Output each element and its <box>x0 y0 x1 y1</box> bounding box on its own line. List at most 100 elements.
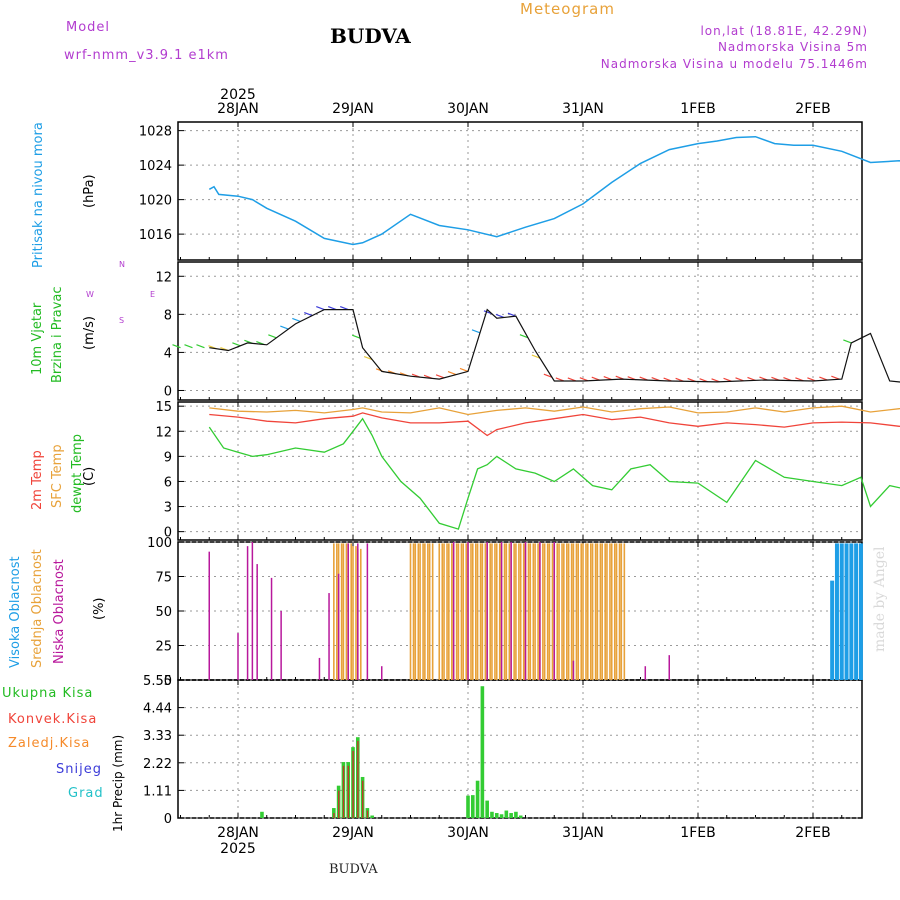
y-tick-label: 4 <box>164 346 172 361</box>
total-precip-bar <box>260 811 264 818</box>
low-cloud-bar <box>644 666 647 680</box>
low-cloud-bar <box>366 543 369 680</box>
high-cloud-bar <box>858 543 863 680</box>
wind-compass: W E N S <box>86 260 166 330</box>
wind-barb <box>316 306 325 311</box>
y-tick-label: 0 <box>164 812 172 827</box>
bottom-day-label: 30JAN <box>447 825 489 841</box>
low-cloud-bar <box>270 577 273 680</box>
temp-2m-line <box>209 412 900 437</box>
wind-barb <box>819 376 828 381</box>
low-cloud-bar <box>486 542 488 680</box>
y-tick-label: 0 <box>164 674 172 689</box>
panel-frame <box>177 679 863 819</box>
low-cloud-bar <box>510 542 512 680</box>
low-cloud-bar <box>572 660 575 680</box>
convective-precip-bar <box>361 780 364 818</box>
convective-precip-bar <box>366 810 369 818</box>
low-cloud-bar <box>668 655 670 680</box>
precip-total-label: Ukupna Kisa <box>2 686 94 701</box>
bottom-day-label: 28JAN <box>217 825 259 841</box>
wind-barb <box>304 311 313 317</box>
high-cloud-bar <box>830 580 835 680</box>
wind-barb <box>603 375 612 381</box>
y-tick-label: 1028 <box>139 125 172 140</box>
total-precip-bar <box>518 815 523 818</box>
y-tick-label: 1024 <box>139 159 172 174</box>
wind-barb <box>579 377 589 382</box>
model-name: wrf-nmm_v3.9.1 e1km <box>64 48 229 63</box>
total-precip-bar <box>470 795 475 818</box>
y-tick-label: 0 <box>164 384 172 399</box>
high-cloud-bar <box>854 543 859 680</box>
convective-precip-bar <box>357 740 359 818</box>
total-precip-bar <box>490 811 494 818</box>
low-cloud-bar <box>553 542 555 680</box>
low-cloud-bar <box>280 611 282 680</box>
wind-barb <box>196 344 205 349</box>
precip-conv-label: Konvek.Kisa <box>8 712 98 727</box>
low-cloud-bar <box>246 546 249 680</box>
high-cloud-bar <box>844 543 849 680</box>
low-cloud-bar <box>467 542 469 680</box>
y-tick-label: 12 <box>155 270 172 285</box>
low-cloud-bar <box>381 666 383 680</box>
wind-barb <box>447 371 457 376</box>
precip-grad-label: Grad <box>68 786 104 801</box>
low-cloud-bar <box>337 573 340 680</box>
total-precip-bar <box>514 811 518 818</box>
precip-frozen-label: Zaledj.Kisa <box>8 736 91 751</box>
dewpt-line <box>208 417 900 530</box>
wind-barb <box>519 334 529 339</box>
wind-barb <box>172 344 181 349</box>
high-cloud-bar <box>834 543 839 680</box>
total-precip-bar <box>504 810 509 818</box>
top-day-label: 28JAN <box>217 101 259 117</box>
y-tick-label: 5.55 <box>143 674 172 689</box>
y-tick-label: 75 <box>155 571 172 586</box>
panel-frame <box>177 261 863 401</box>
precip-snow-label: Snijeg <box>56 762 102 777</box>
wind-barb <box>184 344 193 349</box>
low-cloud-bar <box>318 657 321 680</box>
y-tick-label: 2.22 <box>143 757 172 772</box>
wind-barb <box>351 334 361 339</box>
convective-precip-bar <box>338 790 340 818</box>
top-day-label: 31JAN <box>562 101 604 117</box>
low-cloud-bar <box>328 593 330 680</box>
y-tick-label: 1020 <box>139 194 172 209</box>
wind-barb <box>435 374 445 379</box>
wind-barb <box>591 376 600 381</box>
top-day-label: 2FEB <box>795 101 830 117</box>
compass-e-label: E <box>150 290 156 299</box>
top-day-label: 1FEB <box>680 101 715 117</box>
top-year-label: 2025 <box>220 87 256 103</box>
y-tick-label: 3.33 <box>143 729 172 744</box>
y-tick-label: 12 <box>155 425 172 440</box>
compass-n-label: N <box>119 260 125 269</box>
elevation-label: Nadmorska Visina 5m <box>717 40 868 54</box>
y-tick-label: 1016 <box>139 228 172 243</box>
meteogram-heading: Meteogram <box>520 0 615 18</box>
bottom-day-label: 2FEB <box>795 825 830 841</box>
total-precip-bar <box>499 814 504 818</box>
low-cloud-bar <box>500 542 503 680</box>
wind-barb <box>807 377 816 382</box>
y-tick-label: 15 <box>155 400 172 415</box>
wind-barb <box>363 355 373 361</box>
y-tick-label: 6 <box>164 475 172 490</box>
panel-frame <box>177 401 863 541</box>
wind-barb <box>268 334 277 339</box>
convective-precip-bar <box>347 765 350 818</box>
footer-title: BUDVA <box>329 862 378 877</box>
low-cloud-bar <box>256 564 258 680</box>
y-tick-label: 8 <box>164 308 172 323</box>
bottom-day-label: 1FEB <box>680 825 715 841</box>
compass-s-label: S <box>119 316 125 325</box>
wind-barb <box>543 373 553 378</box>
wind-barb <box>292 317 301 323</box>
model-elevation-label: Nadmorska Visina u modelu 75.1446m <box>600 57 868 71</box>
wind-barb <box>495 313 505 318</box>
y-tick-label: 1.11 <box>143 784 172 799</box>
